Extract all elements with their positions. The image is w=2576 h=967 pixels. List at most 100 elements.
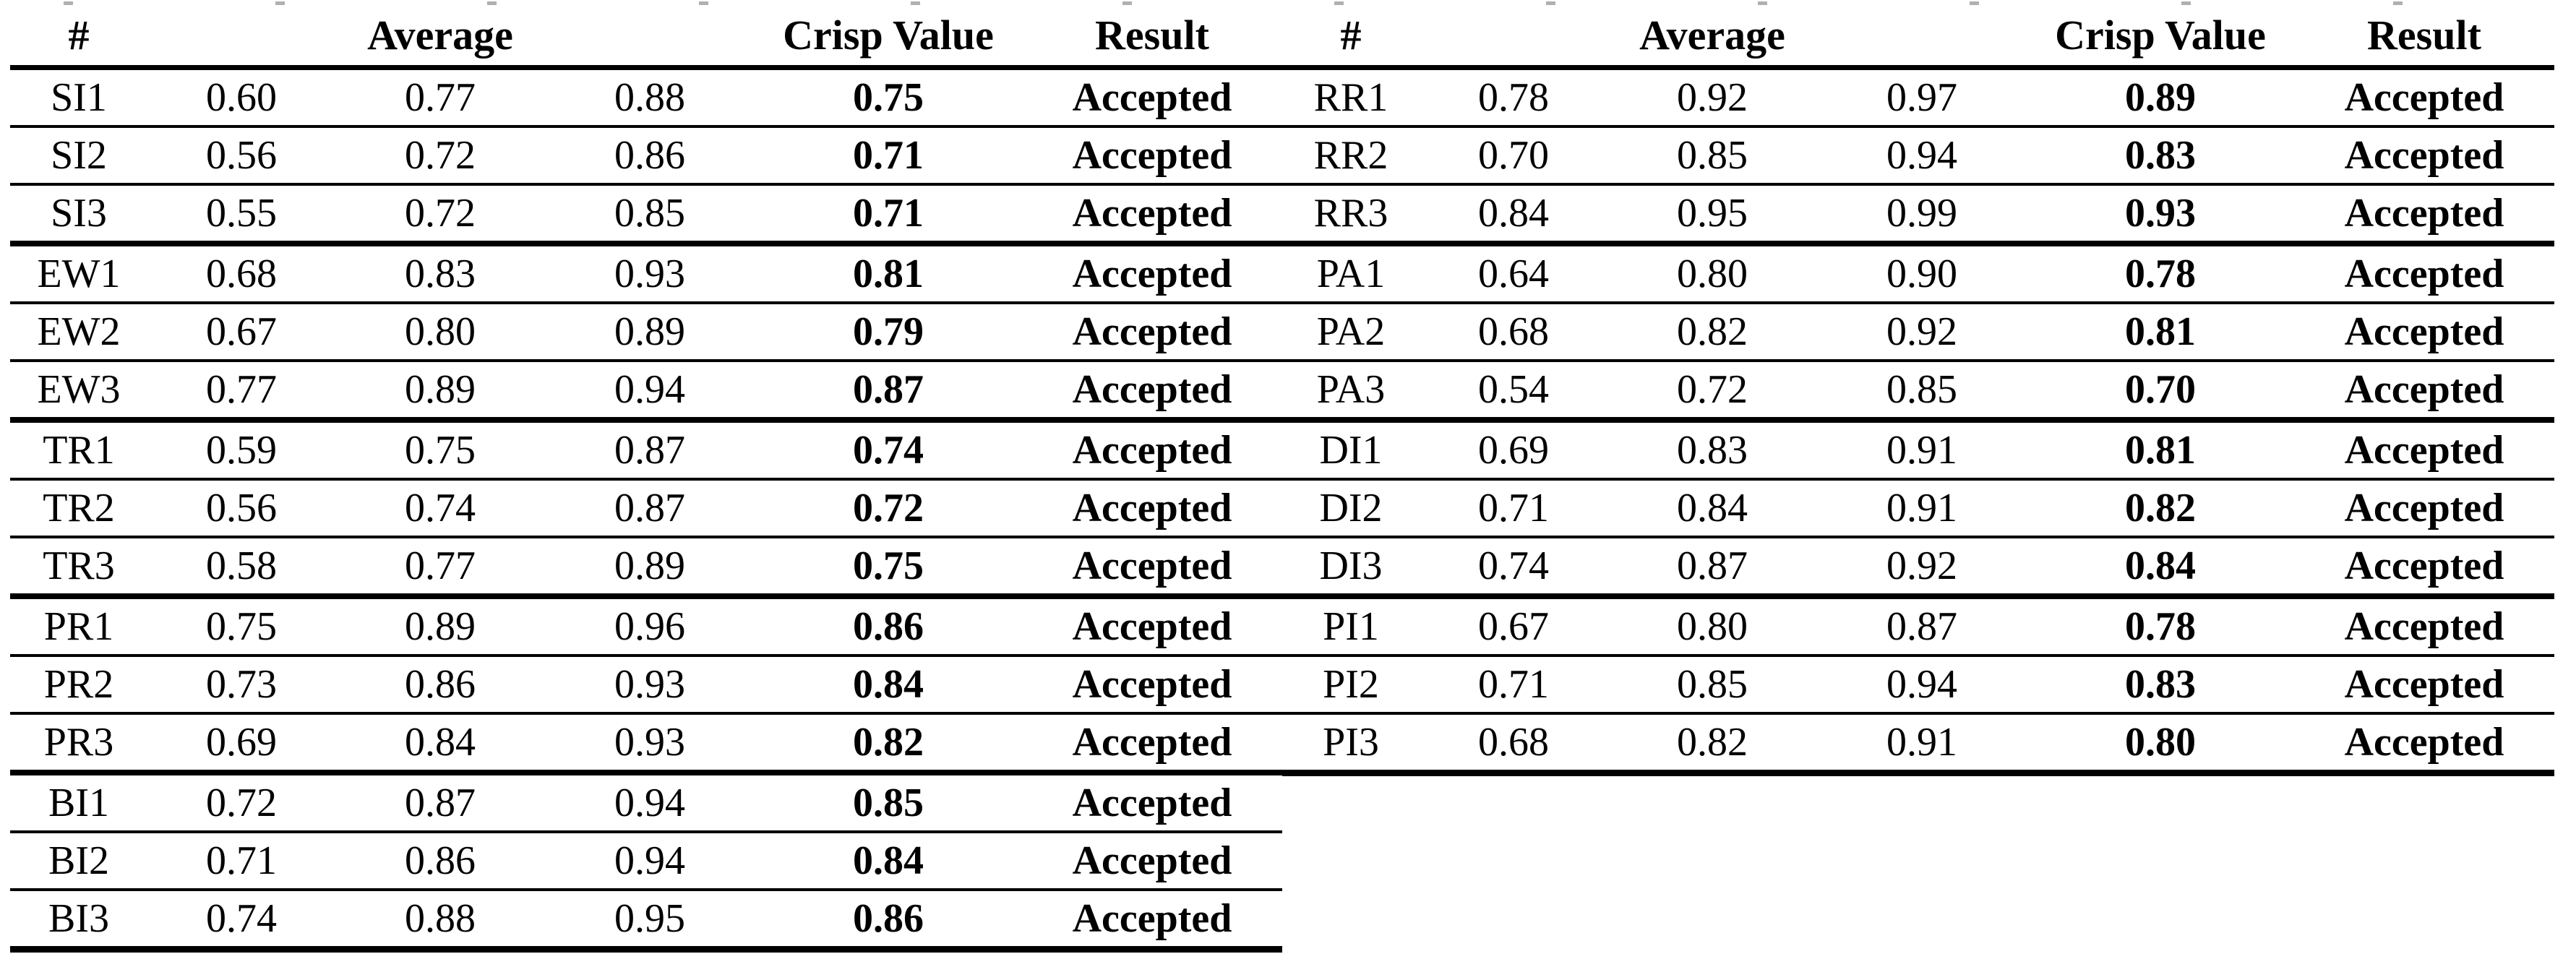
table-row: PI1 0.67 0.80 0.87 0.78 Accepted	[1282, 596, 2554, 657]
table-row: PI2 0.71 0.85 0.94 0.83 Accepted	[1282, 656, 2554, 715]
row-label-cell: TR1	[10, 420, 147, 481]
table-row: DI1 0.69 0.83 0.91 0.81 Accepted	[1282, 420, 2554, 481]
table-row: BI2 0.71 0.86 0.94 0.84 Accepted	[10, 832, 1282, 891]
value-cell: 0.67	[147, 303, 335, 362]
value-cell: 0.96	[545, 596, 755, 657]
value-cell: 0.56	[147, 479, 335, 538]
value-cell: 0.89	[335, 361, 545, 423]
result-cell: Accepted	[2294, 537, 2554, 599]
value-cell: 0.73	[147, 656, 335, 715]
crisp-value-cell: 0.74	[755, 420, 1022, 481]
header-crisp-value: Crisp Value	[755, 0, 1022, 70]
result-cell: Accepted	[1022, 832, 1282, 891]
crisp-value-cell: 0.75	[755, 537, 1022, 599]
value-cell: 0.72	[147, 773, 335, 833]
table-row: TR2 0.56 0.74 0.87 0.72 Accepted	[10, 479, 1282, 538]
value-cell: 0.89	[335, 596, 545, 657]
value-cell: 0.88	[335, 890, 545, 953]
value-cell: 0.95	[545, 890, 755, 953]
value-cell: 0.91	[1817, 420, 2027, 481]
value-cell: 0.94	[1817, 126, 2027, 186]
crisp-value-cell: 0.81	[2027, 420, 2294, 481]
value-cell: 0.72	[1607, 361, 1817, 423]
crisp-value-cell: 0.79	[755, 303, 1022, 362]
value-cell: 0.80	[1607, 596, 1817, 657]
result-cell: Accepted	[1022, 420, 1282, 481]
crisp-value-cell: 0.86	[755, 890, 1022, 953]
result-cell: Accepted	[1022, 479, 1282, 538]
value-cell: 0.86	[335, 656, 545, 715]
header-blank-2	[545, 0, 755, 70]
table-row: PA2 0.68 0.82 0.92 0.81 Accepted	[1282, 303, 2554, 362]
value-cell: 0.75	[335, 420, 545, 481]
crisp-value-cell: 0.93	[2027, 184, 2294, 246]
crisp-value-cell: 0.81	[755, 244, 1022, 304]
value-cell: 0.55	[147, 184, 335, 246]
row-label-cell: SI3	[10, 184, 147, 246]
result-cell: Accepted	[2294, 184, 2554, 246]
crisp-value-cell: 0.84	[2027, 537, 2294, 599]
value-cell: 0.56	[147, 126, 335, 186]
result-cell: Accepted	[2294, 713, 2554, 776]
header-blank-1	[147, 0, 335, 70]
crisp-value-cell: 0.83	[2027, 126, 2294, 186]
table-row: PR2 0.73 0.86 0.93 0.84 Accepted	[10, 656, 1282, 715]
table-row: EW1 0.68 0.83 0.93 0.81 Accepted	[10, 244, 1282, 304]
value-cell: 0.91	[1817, 479, 2027, 538]
row-label-cell: PA1	[1282, 244, 1420, 304]
result-cell: Accepted	[1022, 773, 1282, 833]
value-cell: 0.74	[335, 479, 545, 538]
value-cell: 0.72	[335, 126, 545, 186]
table-row: RR1 0.78 0.92 0.97 0.89 Accepted	[1282, 67, 2554, 128]
row-label-cell: BI2	[10, 832, 147, 891]
value-cell: 0.87	[335, 773, 545, 833]
result-cell: Accepted	[2294, 596, 2554, 657]
value-cell: 0.82	[1607, 303, 1817, 362]
value-cell: 0.88	[545, 67, 755, 128]
value-cell: 0.68	[147, 244, 335, 304]
value-cell: 0.84	[1607, 479, 1817, 538]
value-cell: 0.85	[1607, 656, 1817, 715]
table-row: SI1 0.60 0.77 0.88 0.75 Accepted	[10, 67, 1282, 128]
header-blank-2	[1817, 0, 2027, 70]
crisp-value-cell: 0.82	[755, 713, 1022, 775]
table-row: PR1 0.75 0.89 0.96 0.86 Accepted	[10, 596, 1282, 657]
result-cell: Accepted	[2294, 479, 2554, 538]
crisp-value-cell: 0.71	[755, 184, 1022, 246]
value-cell: 0.89	[545, 537, 755, 599]
row-label-cell: PI1	[1282, 596, 1420, 657]
value-cell: 0.92	[1817, 303, 2027, 362]
value-cell: 0.71	[147, 832, 335, 891]
table-row: DI2 0.71 0.84 0.91 0.82 Accepted	[1282, 479, 2554, 538]
header-id: #	[10, 0, 147, 70]
row-label-cell: RR2	[1282, 126, 1420, 186]
header-average: Average	[335, 0, 545, 70]
value-cell: 0.68	[1420, 303, 1607, 362]
result-cell: Accepted	[1022, 361, 1282, 423]
value-cell: 0.87	[545, 479, 755, 538]
table-row: PA1 0.64 0.80 0.90 0.78 Accepted	[1282, 244, 2554, 304]
row-label-cell: TR3	[10, 537, 147, 599]
value-cell: 0.94	[545, 832, 755, 891]
value-cell: 0.70	[1420, 126, 1607, 186]
row-label-cell: EW2	[10, 303, 147, 362]
table-row: PR3 0.69 0.84 0.93 0.82 Accepted	[10, 713, 1282, 775]
table-row: TR1 0.59 0.75 0.87 0.74 Accepted	[10, 420, 1282, 481]
value-cell: 0.97	[1817, 67, 2027, 128]
row-label-cell: TR2	[10, 479, 147, 538]
crisp-value-cell: 0.78	[2027, 244, 2294, 304]
row-label-cell: EW1	[10, 244, 147, 304]
result-cell: Accepted	[1022, 184, 1282, 246]
crisp-value-cell: 0.85	[755, 773, 1022, 833]
row-label-cell: SI2	[10, 126, 147, 186]
value-cell: 0.91	[1817, 713, 2027, 776]
value-cell: 0.82	[1607, 713, 1817, 776]
table-row: TR3 0.58 0.77 0.89 0.75 Accepted	[10, 537, 1282, 599]
table-row: RR3 0.84 0.95 0.99 0.93 Accepted	[1282, 184, 2554, 246]
row-label-cell: SI1	[10, 67, 147, 128]
row-label-cell: BI1	[10, 773, 147, 833]
result-cell: Accepted	[1022, 67, 1282, 128]
row-label-cell: PA3	[1282, 361, 1420, 423]
row-label-cell: DI3	[1282, 537, 1420, 599]
